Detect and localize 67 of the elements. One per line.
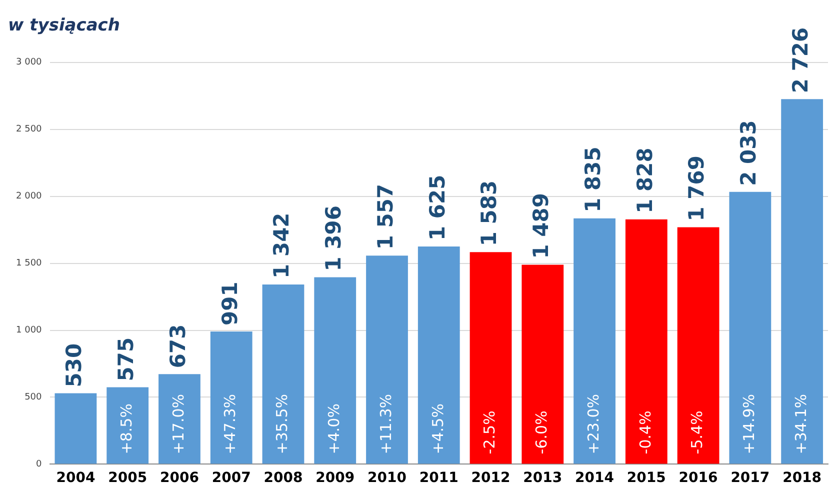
bar	[574, 218, 616, 464]
bar	[677, 227, 720, 464]
bar	[106, 387, 149, 464]
bar	[729, 192, 772, 464]
x-tick-label: 2016	[678, 470, 718, 486]
annotation: -0.4%	[636, 410, 654, 454]
bar	[781, 99, 824, 464]
y-tick-label: 2 000	[16, 192, 42, 202]
annotation: +17.0%	[169, 394, 188, 454]
annotation: +14.9%	[740, 394, 758, 454]
x-tick-label: 2007	[212, 470, 251, 486]
data-label: 1 396	[322, 205, 346, 272]
data-label: 1 625	[425, 174, 450, 241]
bar	[470, 252, 512, 464]
bar	[366, 256, 408, 464]
y-tick-label: 1 000	[16, 326, 42, 336]
x-tick-label: 2008	[264, 470, 303, 486]
y-tick-label: 3 000	[16, 58, 42, 68]
x-tick-label: 2015	[626, 470, 666, 486]
data-label: 1 583	[477, 180, 502, 246]
annotation: -2.5%	[480, 410, 499, 454]
y-tick-label: 0	[36, 460, 42, 470]
annotation: +47.3%	[221, 394, 240, 454]
data-label: 1 342	[270, 212, 294, 278]
x-tick-label: 2010	[368, 470, 407, 486]
bar	[210, 331, 252, 464]
y-tick-label: 2 500	[16, 124, 42, 135]
data-label: 2 033	[736, 120, 761, 186]
annotation: +4.5%	[428, 404, 447, 454]
x-tick-label: 2017	[730, 470, 770, 486]
data-label: 1 769	[684, 156, 709, 222]
data-label: 991	[218, 282, 242, 326]
data-label: 1 828	[632, 148, 657, 214]
bar	[522, 264, 564, 464]
bar	[625, 219, 668, 464]
annotation: +4.0%	[325, 404, 344, 454]
data-label: 575	[114, 337, 138, 382]
bar	[418, 246, 460, 464]
data-label: 673	[166, 324, 190, 368]
annotation: +8.5%	[117, 404, 136, 454]
x-tick-label: 2009	[316, 470, 355, 486]
x-tick-label: 2013	[523, 470, 562, 486]
bar	[262, 284, 304, 464]
annotation: +11.3%	[376, 394, 395, 454]
x-tick-label: 2005	[108, 470, 148, 486]
data-label: 530	[62, 343, 86, 388]
data-label: 1 835	[580, 146, 605, 212]
x-tick-label: 2018	[782, 470, 822, 486]
x-tick-label: 2014	[575, 470, 614, 486]
data-label: 2 726	[788, 27, 813, 94]
annotation: +35.5%	[273, 394, 292, 454]
data-label: 1 489	[529, 193, 554, 259]
x-tick-label: 2006	[160, 470, 199, 486]
bar	[314, 277, 356, 464]
annotation: -5.4%	[688, 410, 706, 454]
chart-title: w tysiącach	[8, 16, 120, 36]
y-tick-label: 500	[24, 392, 42, 403]
x-tick-label: 2012	[471, 470, 510, 486]
x-tick-label: 2011	[419, 470, 458, 486]
y-tick-label: 1 500	[16, 258, 42, 269]
bar	[158, 374, 200, 464]
annotation: -6.0%	[532, 410, 551, 454]
data-label: 1 557	[373, 184, 398, 250]
bar	[54, 393, 97, 464]
annotation: +34.1%	[792, 394, 810, 454]
annotation: +23.0%	[584, 394, 602, 454]
x-tick-label: 2004	[56, 470, 96, 486]
